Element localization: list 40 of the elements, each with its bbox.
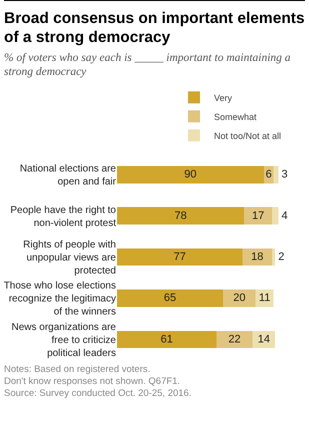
bar — [117, 248, 243, 266]
text: Notes: Based on registered voters. — [4, 364, 150, 375]
data-label: 90 — [184, 168, 197, 181]
y-tick-label: News organizations are free to criticize political leaders — [12, 322, 116, 359]
data-label: 6 — [266, 168, 272, 181]
data-label: 11 — [258, 292, 270, 304]
chart-title: Broad consensus on important elements of a strong democracy — [4, 9, 305, 47]
bar — [274, 166, 278, 184]
bar — [223, 290, 256, 307]
bar — [272, 207, 278, 224]
bar — [117, 166, 264, 184]
legend-label: Not too/Not at all — [214, 130, 282, 141]
bar — [117, 290, 224, 307]
data-label: 17 — [252, 210, 264, 222]
y-tick-label: People have the right to non-violent protest — [10, 204, 116, 229]
data-label: 4 — [282, 210, 288, 222]
data-label: 78 — [174, 210, 187, 222]
source-note: Source: Survey conducted Oct. 20-25, 2016. — [4, 388, 192, 399]
bar — [256, 290, 274, 307]
data-label: 77 — [174, 251, 186, 263]
bar — [117, 207, 244, 224]
bar — [244, 207, 272, 224]
data-label: 22 — [228, 333, 241, 346]
legend-label: Somewhat — [214, 112, 258, 122]
y-tick-label: Those who lose elections recognize the legitimacy of the winners — [4, 280, 116, 318]
data-label: 14 — [258, 333, 270, 346]
bar — [272, 248, 276, 266]
bar — [117, 330, 217, 348]
y-tick-label: Rights of people with unpopular views are protected — [23, 240, 116, 276]
data-label: 61 — [160, 333, 173, 346]
chart-subtitle: % of voters who say each is _____ important to maintaining a strong democracy — [4, 51, 292, 79]
text: Don't know responses not shown. Q67F1. — [4, 376, 180, 387]
bar — [216, 330, 252, 348]
data-label: 2 — [278, 251, 284, 263]
data-label: 20 — [233, 292, 246, 304]
legend-label: Very — [214, 92, 233, 103]
y-tick-label: National elections are open and fair — [20, 164, 117, 188]
data-label: 18 — [251, 251, 264, 263]
data-label: 65 — [164, 292, 176, 304]
data-label: 3 — [282, 168, 288, 181]
